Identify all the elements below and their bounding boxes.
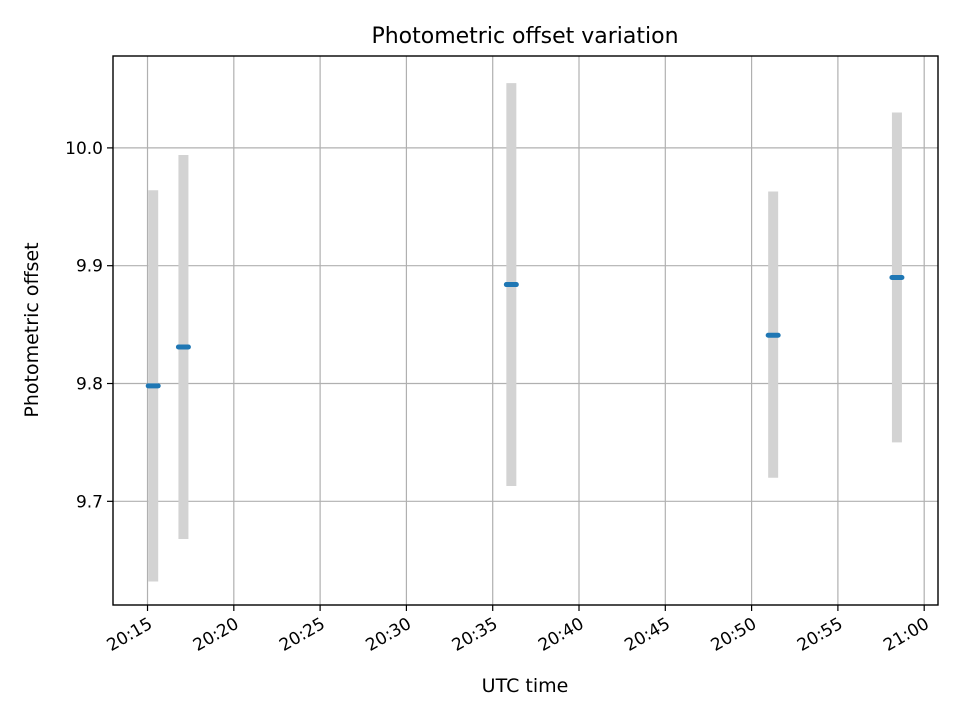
- grid-layer: [113, 56, 938, 605]
- x-axis-label: UTC time: [482, 675, 569, 697]
- y-axis-label: Photometric offset: [21, 242, 43, 417]
- y-tick-label: 10.0: [65, 139, 103, 159]
- y-tick-label: 9.8: [76, 375, 103, 395]
- plot-frame: [112, 55, 939, 606]
- chart-title: Photometric offset variation: [371, 24, 678, 49]
- marker-layer: [145, 274, 905, 389]
- y-tick-label: 9.9: [76, 257, 103, 277]
- y-tick-label: 9.7: [76, 492, 103, 512]
